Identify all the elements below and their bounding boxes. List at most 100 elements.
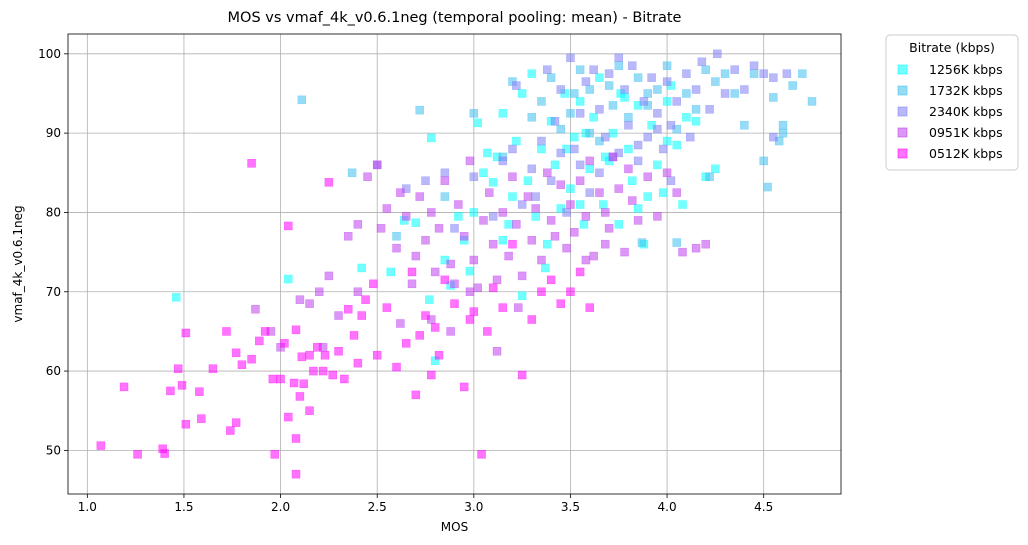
data-point <box>177 381 187 390</box>
data-point <box>662 136 672 146</box>
data-point <box>705 172 714 182</box>
data-point <box>334 346 343 356</box>
data-point <box>556 299 566 308</box>
data-point <box>666 176 676 185</box>
data-point <box>678 200 687 209</box>
data-point <box>434 224 444 233</box>
data-point <box>575 97 585 106</box>
data-point <box>581 212 591 221</box>
data-point <box>488 212 498 221</box>
data-point <box>483 327 492 336</box>
data-point <box>579 220 589 229</box>
data-point <box>270 450 280 459</box>
data-point <box>222 327 231 336</box>
data-point <box>575 160 585 170</box>
data-point <box>595 188 604 197</box>
data-point <box>299 379 309 389</box>
data-point <box>353 220 363 229</box>
data-point <box>763 182 772 192</box>
data-point <box>459 231 469 241</box>
data-point <box>759 156 768 166</box>
data-point <box>581 77 591 86</box>
data-point <box>407 279 417 289</box>
data-point <box>517 370 527 380</box>
data-point <box>361 295 370 304</box>
x-tick-label: 4.5 <box>754 500 773 514</box>
data-point <box>546 73 556 82</box>
data-point <box>353 358 363 368</box>
axis-ticks: 1.0 1.5 2.0 2.5 3.0 3.5 4.0 4.5 50 60 70 80 90 100 <box>38 47 773 514</box>
data-point <box>166 386 175 396</box>
data-point <box>658 188 668 197</box>
data-point <box>566 287 575 297</box>
data-point <box>523 192 533 201</box>
data-point <box>171 293 181 302</box>
data-point <box>575 65 585 74</box>
data-point <box>543 168 552 178</box>
data-point <box>720 89 730 98</box>
data-point <box>173 364 183 373</box>
data-point <box>247 354 256 364</box>
data-point <box>566 200 575 209</box>
data-point <box>415 192 424 201</box>
y-tick-label: 80 <box>46 205 61 219</box>
data-point <box>318 366 328 376</box>
data-point <box>604 81 614 90</box>
data-point <box>662 168 672 178</box>
series-2 <box>372 49 792 233</box>
data-point <box>653 85 662 94</box>
data-point <box>96 441 106 450</box>
data-point <box>415 331 424 340</box>
data-point <box>769 73 778 82</box>
data-point <box>628 61 637 70</box>
data-point <box>357 263 366 273</box>
data-point <box>446 327 455 336</box>
data-point <box>550 231 560 241</box>
data-point <box>508 192 517 201</box>
data-point <box>454 212 463 221</box>
data-point <box>477 450 486 459</box>
data-point <box>633 140 643 150</box>
legend-items: 1256K kbps 1732K kbps 2340K kbps 0951K kbps… <box>897 62 1003 161</box>
data-point <box>517 271 527 281</box>
data-point <box>411 390 421 400</box>
data-point <box>498 156 508 166</box>
data-point <box>600 208 610 217</box>
data-point <box>260 327 270 336</box>
data-point <box>324 271 334 281</box>
data-point <box>672 238 681 247</box>
data-point <box>749 69 759 78</box>
data-point <box>575 267 585 277</box>
data-point <box>595 105 604 114</box>
data-point <box>396 319 405 328</box>
data-point <box>570 144 579 154</box>
data-point <box>531 212 540 221</box>
data-point <box>628 176 637 185</box>
data-point <box>401 212 411 221</box>
x-tick-label: 4.0 <box>658 500 677 514</box>
data-point <box>662 77 672 86</box>
data-point <box>575 176 585 185</box>
data-point <box>473 118 482 128</box>
data-point <box>769 132 778 142</box>
y-tick-label: 70 <box>46 285 61 299</box>
data-point <box>570 228 579 237</box>
data-point <box>208 364 218 373</box>
data-point <box>473 283 482 293</box>
data-points <box>96 49 817 479</box>
data-point <box>512 136 521 146</box>
data-point <box>369 279 378 289</box>
data-point <box>363 172 372 182</box>
y-tick-label: 50 <box>46 443 61 457</box>
data-point <box>508 172 517 182</box>
data-point <box>284 274 293 284</box>
data-point <box>608 101 618 110</box>
data-point <box>492 346 502 356</box>
data-point <box>537 136 546 146</box>
data-point <box>643 132 652 142</box>
legend-label: 2340K kbps <box>929 104 1003 119</box>
data-point <box>446 259 455 269</box>
data-point <box>268 374 278 384</box>
data-point <box>711 77 720 86</box>
